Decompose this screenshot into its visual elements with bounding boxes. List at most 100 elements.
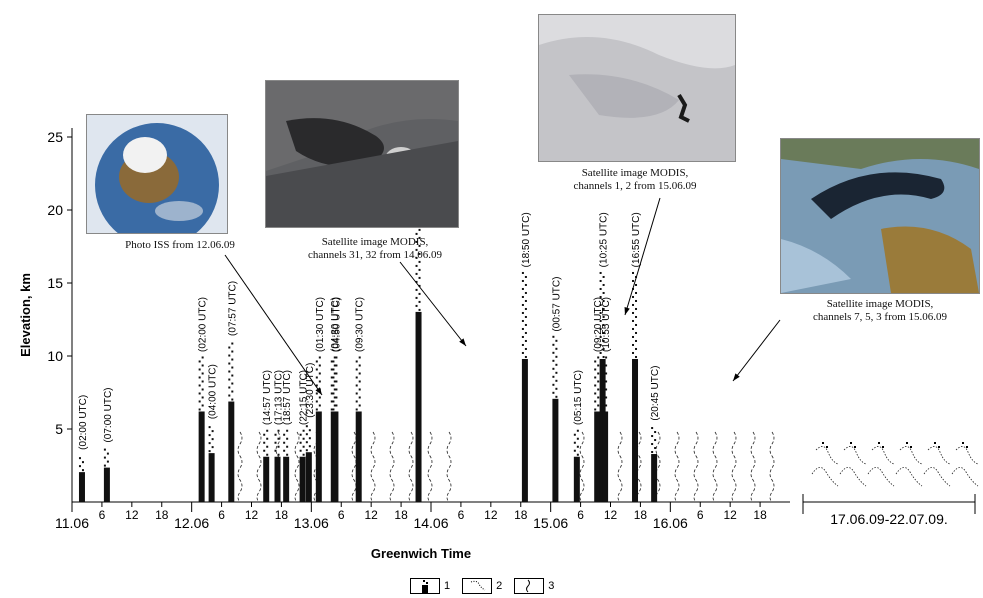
bar-dot [277, 445, 280, 448]
wavy-symbol [294, 431, 300, 503]
bar-dot [333, 388, 336, 391]
arrow-head [315, 387, 322, 395]
bar-dot [594, 392, 597, 395]
bar-dot [632, 279, 635, 282]
bar-dot [283, 449, 286, 452]
bar-dot [632, 303, 635, 306]
loop-symbol [815, 446, 839, 465]
legend-symbol-2 [462, 578, 493, 594]
bar-dot [602, 392, 605, 395]
bar-time-label: (10:25 UTC) [599, 212, 610, 267]
dot-symbol [934, 442, 936, 444]
bar-dot [555, 347, 558, 350]
bar-dot [201, 356, 204, 359]
hour-tick-label: 18 [753, 508, 767, 522]
bar-dot [103, 464, 106, 467]
y-tick-label: 25 [47, 129, 63, 145]
bar-dot [305, 433, 308, 436]
x-axis-label: Greenwich Time [371, 546, 471, 561]
day-label: 12.06 [174, 515, 209, 531]
bar-dot [332, 400, 335, 403]
bar-time-label: (07:00 UTC) [103, 388, 114, 443]
loop-symbol [899, 446, 923, 465]
bar-dot [358, 388, 361, 391]
bar-dot [635, 355, 638, 358]
bar-dot [208, 450, 211, 453]
legend: 1 2 3 [410, 578, 562, 594]
bar-dot [521, 295, 524, 298]
bar-dot [106, 452, 109, 455]
bar-dot [299, 441, 302, 444]
bar-time-label: (09:20 UTC) [593, 297, 604, 352]
bar-dot [597, 380, 600, 383]
period-label: 17.06.09-22.07.09. [830, 511, 948, 527]
bar-dot [358, 404, 361, 407]
dot-symbol [854, 446, 856, 448]
bar [103, 467, 110, 502]
iss-photo-caption: Photo ISS from 12.06.09 [125, 239, 235, 251]
bar-dot [521, 343, 524, 346]
hour-tick-label: 12 [604, 508, 618, 522]
bar-dot [286, 453, 289, 456]
hour-tick-label: 18 [634, 508, 648, 522]
bar-dot [555, 363, 558, 366]
bar-dot [335, 396, 338, 399]
bar-dot [315, 376, 318, 379]
y-tick-label: 5 [55, 421, 63, 437]
bar-dot [415, 264, 418, 267]
bar-dot [599, 303, 602, 306]
bar-time-label: (16:55 UTC) [631, 212, 642, 267]
bar-dot [635, 331, 638, 334]
hour-tick-label: 18 [394, 508, 408, 522]
bar-dot [418, 260, 421, 263]
bar-dot [231, 398, 234, 401]
bar-dot [231, 358, 234, 361]
bar-time-label: (17:13 UTC) [274, 370, 285, 425]
bar-dot [315, 408, 318, 411]
loop-symbol [895, 467, 923, 487]
bar-dot [332, 368, 335, 371]
bar-dot [597, 356, 600, 359]
modis-31-32-caption: Satellite image MODIS, channels 31, 32 fr… [307, 236, 443, 261]
bar-dot [524, 307, 527, 310]
bar-dot [597, 388, 600, 391]
hour-tick-label: 6 [218, 508, 225, 522]
bar-dot [308, 429, 311, 432]
bar-dot [415, 272, 418, 275]
bar-dot [335, 380, 338, 383]
bar-dot [635, 323, 638, 326]
bar-dot [78, 465, 81, 468]
bar [552, 398, 559, 502]
bar-dot [418, 276, 421, 279]
bar-dot [231, 350, 234, 353]
bar-dot [602, 291, 605, 294]
bar-dot [597, 404, 600, 407]
bar-dot [552, 351, 555, 354]
bar-dot [602, 384, 605, 387]
bar-dot [654, 447, 657, 450]
bar-dot [605, 380, 608, 383]
bar-dot [332, 360, 335, 363]
bar-dot [228, 386, 231, 389]
bar [208, 453, 215, 502]
bar-dot [654, 431, 657, 434]
bar-dot [198, 376, 201, 379]
bar-dot [521, 319, 524, 322]
bar [521, 358, 528, 502]
bar-dot [555, 387, 558, 390]
bar-dot [418, 268, 421, 271]
bar-dot [602, 307, 605, 310]
bar-dot [576, 445, 579, 448]
bar-dot [358, 372, 361, 375]
bar-dot [599, 287, 602, 290]
bar-time-label: (18:50 UTC) [521, 212, 532, 267]
legend-label-3: 3 [548, 580, 555, 592]
bar [78, 472, 85, 502]
bar-dot [632, 311, 635, 314]
bar-dot [651, 443, 654, 446]
bar-dot [418, 228, 421, 231]
bar-dot [302, 453, 305, 456]
bar-dot [599, 343, 602, 346]
dot-symbol [938, 446, 940, 448]
bar-dot [524, 315, 527, 318]
